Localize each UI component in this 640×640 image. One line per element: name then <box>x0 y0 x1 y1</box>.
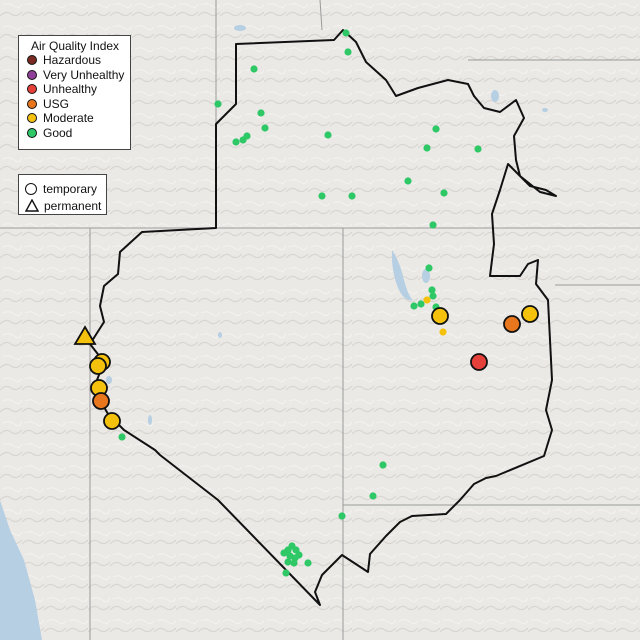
legend-label: Unhealthy <box>43 82 98 97</box>
monitor-site-small[interactable] <box>318 192 326 200</box>
monitor-site-small[interactable] <box>118 433 126 441</box>
monitor-site-temporary[interactable] <box>503 315 521 333</box>
legend-swatch <box>27 84 37 95</box>
monitor-site-small[interactable] <box>261 124 269 132</box>
circle-icon <box>25 182 37 195</box>
monitor-site-temporary[interactable] <box>92 392 110 410</box>
monitor-site-temporary[interactable] <box>521 305 539 323</box>
legend-row-usg: USG <box>27 97 130 112</box>
monitor-site-temporary[interactable] <box>431 307 449 325</box>
monitor-site-small[interactable] <box>423 144 431 152</box>
monitor-site-small[interactable] <box>379 461 387 469</box>
monitor-site-small[interactable] <box>344 48 352 56</box>
monitor-site-temporary[interactable] <box>103 412 121 430</box>
monitor-type-legend: temporary permanent <box>18 174 107 215</box>
monitor-site-small[interactable] <box>290 559 298 567</box>
monitor-site-small[interactable] <box>280 549 288 557</box>
legend-label-temporary: temporary <box>43 181 98 196</box>
monitor-sites <box>73 29 539 577</box>
legend-row-hazardous: Hazardous <box>27 53 130 68</box>
legend-row-moderate: Moderate <box>27 111 130 126</box>
monitor-site-small[interactable] <box>250 65 258 73</box>
monitor-site-small[interactable] <box>439 328 447 336</box>
aqi-legend: Air Quality Index Hazardous Very Unhealth… <box>18 35 131 150</box>
legend-label: Very Unhealthy <box>43 67 125 82</box>
legend-swatch <box>27 127 37 138</box>
monitor-site-small[interactable] <box>369 492 377 500</box>
monitor-site-temporary[interactable] <box>89 357 107 375</box>
monitor-site-small[interactable] <box>214 100 222 108</box>
legend-row-good: Good <box>27 126 130 141</box>
monitor-site-small[interactable] <box>338 512 346 520</box>
ocean <box>0 500 42 640</box>
monitor-site-permanent[interactable] <box>73 325 97 345</box>
monitor-site-small[interactable] <box>282 569 290 577</box>
monitor-site-small[interactable] <box>440 189 448 197</box>
monitor-site-small[interactable] <box>417 300 425 308</box>
monitor-site-small[interactable] <box>404 177 412 185</box>
monitor-site-small[interactable] <box>243 132 251 140</box>
legend-swatch <box>27 98 37 109</box>
monitor-site-small[interactable] <box>423 296 431 304</box>
monitor-site-small[interactable] <box>429 292 437 300</box>
legend-swatch <box>27 113 37 124</box>
triangle-icon <box>25 199 39 212</box>
legend-row-temporary: temporary <box>25 180 106 197</box>
legend-row-very-unhealthy: Very Unhealthy <box>27 68 130 83</box>
monitor-site-small[interactable] <box>428 286 436 294</box>
monitor-site-small[interactable] <box>410 302 418 310</box>
monitor-site-small[interactable] <box>295 551 303 559</box>
legend-label: USG <box>43 96 70 111</box>
monitor-site-temporary[interactable] <box>470 353 488 371</box>
aqi-legend-title: Air Quality Index <box>31 39 120 53</box>
monitor-site-small[interactable] <box>304 559 312 567</box>
monitor-site-small[interactable] <box>425 264 433 272</box>
monitor-site-small[interactable] <box>429 221 437 229</box>
monitor-site-small[interactable] <box>342 29 350 37</box>
legend-swatch <box>27 69 37 80</box>
legend-label: Good <box>43 125 73 140</box>
monitor-site-small[interactable] <box>474 145 482 153</box>
monitor-site-small[interactable] <box>324 131 332 139</box>
aqi-legend-rows: Hazardous Very Unhealthy Unhealthy USG Moder… <box>27 53 130 140</box>
legend-row-permanent: permanent <box>25 197 106 214</box>
legend-row-unhealthy: Unhealthy <box>27 82 130 97</box>
legend-swatch <box>27 55 37 66</box>
monitor-site-small[interactable] <box>232 138 240 146</box>
monitor-site-small[interactable] <box>284 558 292 566</box>
legend-label: Moderate <box>43 111 94 126</box>
lakes <box>106 25 548 425</box>
legend-label-permanent: permanent <box>44 198 102 213</box>
monitor-site-small[interactable] <box>257 109 265 117</box>
monitor-site-small[interactable] <box>348 192 356 200</box>
monitor-site-small[interactable] <box>432 125 440 133</box>
legend-label: Hazardous <box>43 53 102 68</box>
